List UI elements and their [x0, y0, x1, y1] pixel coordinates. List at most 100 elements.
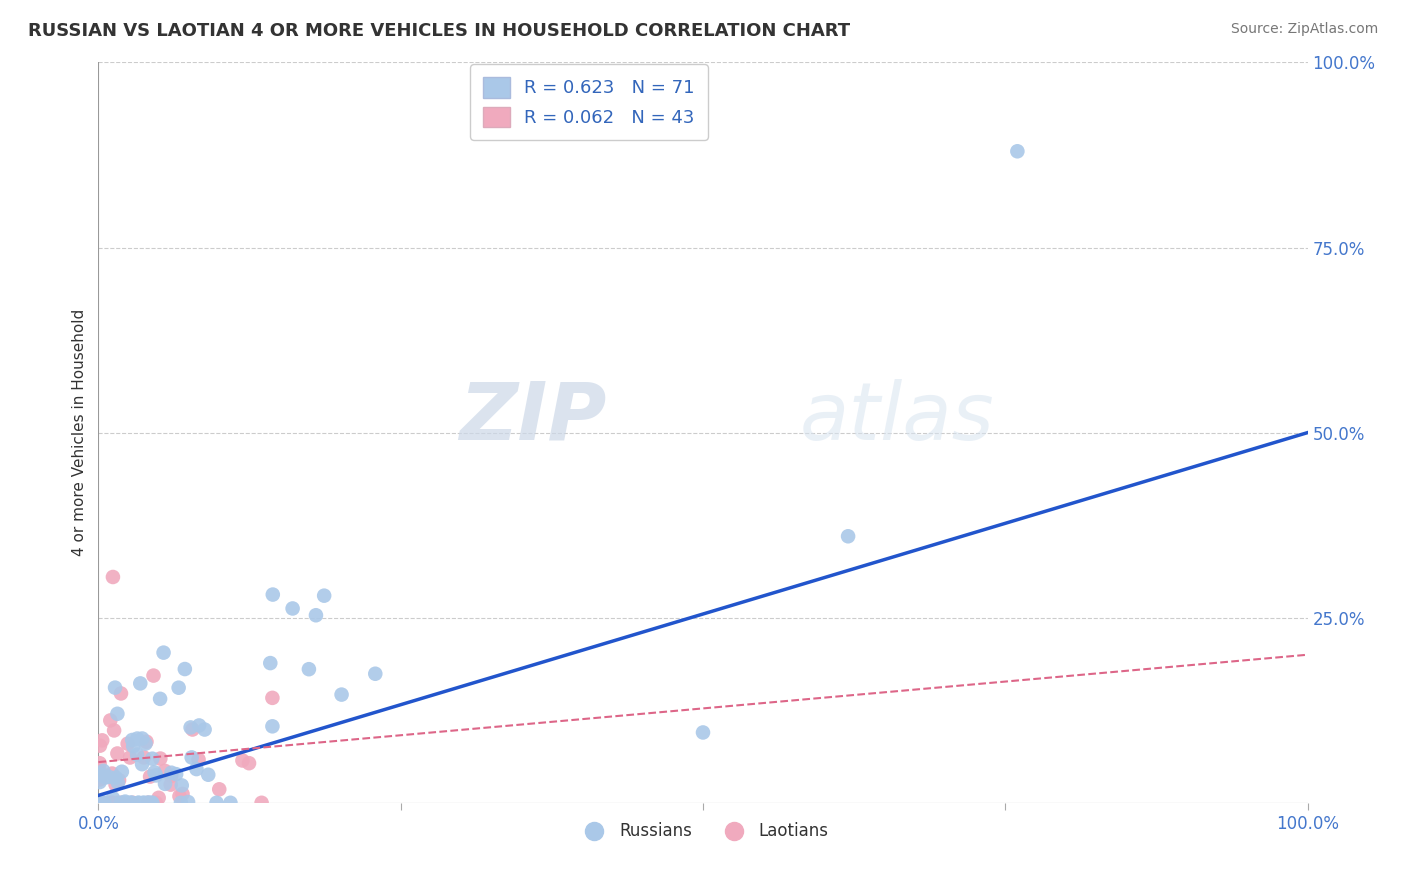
Legend: Russians, Laotians: Russians, Laotians [571, 815, 835, 847]
Point [121, 733, 143, 747]
Point [89, 767, 111, 781]
Point [111, 764, 134, 779]
Point [262, 690, 284, 705]
Point [141, 752, 163, 766]
Point [118, 750, 141, 764]
Point [187, 752, 209, 766]
Text: ZIP: ZIP [458, 379, 606, 457]
Point [128, 796, 150, 810]
Point [122, 739, 145, 754]
Point [89, 775, 111, 789]
Point [837, 529, 859, 543]
Point [107, 775, 129, 789]
Point [121, 796, 143, 810]
Point [364, 666, 387, 681]
Point [132, 750, 155, 764]
Point [314, 589, 336, 603]
Point [89, 764, 111, 778]
Point [89, 756, 111, 771]
Point [104, 771, 127, 785]
Point [330, 688, 353, 702]
Point [143, 765, 166, 780]
Point [152, 646, 174, 660]
Point [197, 768, 219, 782]
Point [89, 796, 111, 810]
Point [89, 772, 111, 787]
Point [262, 588, 284, 602]
Point [127, 731, 149, 746]
Point [127, 796, 149, 810]
Point [138, 796, 160, 810]
Point [118, 796, 141, 810]
Point [138, 796, 160, 810]
Point [104, 778, 127, 792]
Point [145, 768, 167, 782]
Point [180, 750, 202, 764]
Point [141, 796, 163, 810]
Text: atlas: atlas [800, 379, 994, 457]
Point [103, 723, 125, 738]
Point [90, 796, 112, 810]
Point [114, 796, 136, 810]
Point [170, 778, 193, 792]
Text: RUSSIAN VS LAOTIAN 4 OR MORE VEHICLES IN HOUSEHOLD CORRELATION CHART: RUSSIAN VS LAOTIAN 4 OR MORE VEHICLES IN… [28, 22, 851, 40]
Point [145, 796, 167, 810]
Point [94, 771, 117, 785]
Point [91, 733, 114, 747]
Point [121, 796, 143, 810]
Point [160, 765, 183, 780]
Point [89, 739, 111, 753]
Point [110, 796, 132, 810]
Point [132, 796, 155, 810]
Point [208, 782, 231, 797]
Point [186, 762, 208, 776]
Point [131, 731, 153, 746]
Point [131, 757, 153, 772]
Point [172, 787, 194, 801]
Text: Source: ZipAtlas.com: Source: ZipAtlas.com [1230, 22, 1378, 37]
Point [238, 756, 260, 771]
Point [100, 796, 122, 810]
Point [194, 723, 217, 737]
Point [281, 601, 304, 615]
Point [159, 778, 181, 792]
Point [97, 770, 120, 784]
Point [250, 796, 273, 810]
Point [1007, 145, 1029, 159]
Point [93, 796, 115, 810]
Point [692, 725, 714, 739]
Point [121, 796, 143, 810]
Point [129, 676, 152, 690]
Point [90, 796, 112, 810]
Point [117, 737, 139, 751]
Point [298, 662, 321, 676]
Point [153, 777, 176, 791]
Point [231, 754, 253, 768]
Point [114, 795, 136, 809]
Point [105, 747, 128, 761]
Point [91, 796, 114, 810]
Point [170, 796, 193, 810]
Point [104, 681, 127, 695]
Point [149, 751, 172, 765]
Point [173, 662, 195, 676]
Point [134, 737, 156, 751]
Point [107, 706, 129, 721]
Point [148, 790, 170, 805]
Point [139, 770, 162, 784]
Point [93, 764, 115, 778]
Point [165, 767, 187, 781]
Point [112, 796, 135, 810]
Point [205, 796, 228, 810]
Point [136, 796, 159, 810]
Point [149, 691, 172, 706]
Point [219, 796, 242, 810]
Point [177, 795, 200, 809]
Point [110, 686, 132, 700]
Point [105, 796, 128, 810]
Point [101, 791, 124, 805]
Point [259, 656, 281, 670]
Point [141, 796, 163, 810]
Point [160, 769, 183, 783]
Point [134, 796, 156, 810]
